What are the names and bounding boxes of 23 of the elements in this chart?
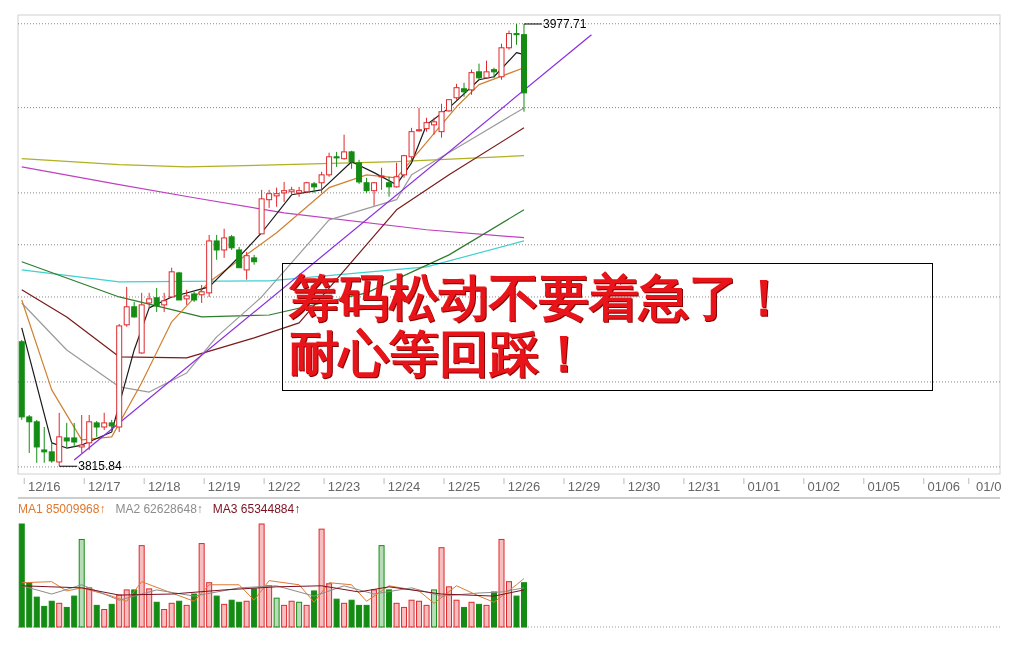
- x-tick-label: 12/31: [687, 479, 721, 494]
- x-tick-label: 12/25: [447, 479, 481, 494]
- text: MA1 85009968↑: [18, 502, 106, 516]
- annotation: 3977.71: [542, 16, 587, 31]
- x-tick-label: 01/02: [807, 479, 841, 494]
- x-tick-label: 12/29: [567, 479, 601, 494]
- x-tick-label: 12/23: [327, 479, 361, 494]
- x-tick-label: 12/30: [627, 479, 661, 494]
- x-tick-label: 01/0: [976, 479, 1002, 494]
- x-tick-label: 01/06: [927, 479, 961, 494]
- text: MA2 62628648↑: [115, 502, 203, 516]
- annotation: 耐心等回踩！: [289, 326, 590, 382]
- annotation: 3815.84: [78, 459, 122, 474]
- x-tick-label: 12/24: [387, 479, 421, 494]
- x-tick-label: 01/05: [867, 479, 901, 494]
- x-tick-label: 12/16: [27, 479, 61, 494]
- x-tick-label: 12/26: [507, 479, 541, 494]
- x-tick-label: 12/22: [267, 479, 301, 494]
- text: MA3 65344884↑: [212, 502, 301, 516]
- x-tick-label: 12/17: [87, 479, 121, 494]
- x-tick-label: 12/19: [207, 479, 241, 494]
- x-tick-label: 01/01: [747, 479, 781, 494]
- x-tick-label: 12/18: [147, 479, 181, 494]
